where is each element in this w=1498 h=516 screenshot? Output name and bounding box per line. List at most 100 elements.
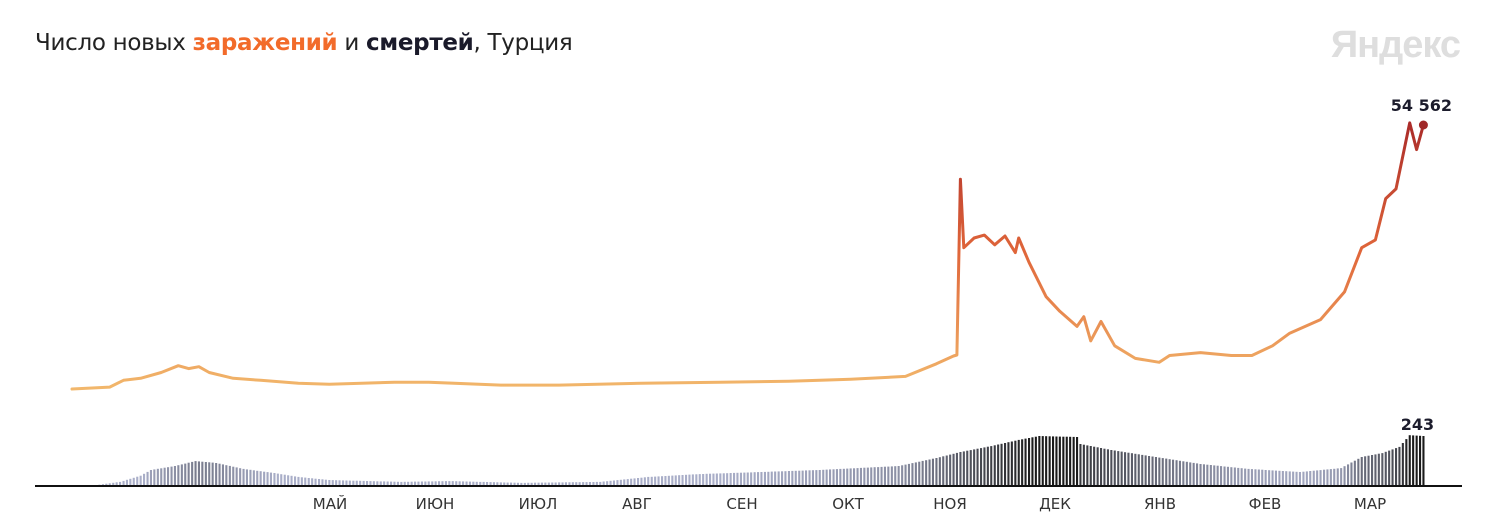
deaths-bar <box>938 457 941 486</box>
deaths-bar <box>688 474 691 486</box>
deaths-bar <box>1209 465 1212 486</box>
deaths-bar <box>167 467 170 486</box>
deaths-bar <box>1014 440 1017 486</box>
deaths-bar <box>266 472 269 486</box>
deaths-bar <box>1353 460 1356 486</box>
deaths-bar <box>969 450 972 486</box>
deaths-bar <box>283 474 286 486</box>
deaths-bar <box>376 481 379 486</box>
deaths-bar <box>407 481 410 486</box>
deaths-bar <box>1031 437 1034 486</box>
deaths-bar <box>235 467 238 486</box>
deaths-bar <box>290 475 293 486</box>
deaths-bar <box>331 480 334 486</box>
deaths-bar <box>715 473 718 486</box>
deaths-bar <box>489 482 492 486</box>
deaths-bar <box>664 476 667 486</box>
deaths-bar <box>619 479 622 486</box>
deaths-bar <box>245 469 248 486</box>
deaths-bar <box>791 470 794 486</box>
deaths-bar <box>1158 457 1161 486</box>
deaths-bar <box>287 475 290 486</box>
deaths-bar <box>1285 471 1288 486</box>
deaths-bar <box>667 475 670 486</box>
deaths-bar <box>228 465 231 486</box>
deaths-bar <box>887 466 890 486</box>
deaths-bar <box>225 465 228 486</box>
deaths-bar <box>1178 460 1181 486</box>
yandex-logo[interactable]: Яндекс <box>1330 24 1461 66</box>
deaths-bar <box>242 468 245 486</box>
deaths-bar <box>355 480 358 486</box>
deaths-bar <box>420 481 423 486</box>
deaths-bar <box>276 473 279 486</box>
deaths-bar <box>1206 464 1209 486</box>
deaths-bar <box>1004 443 1007 486</box>
deaths-bar <box>626 479 629 486</box>
deaths-bar <box>712 473 715 486</box>
deaths-bar <box>1041 436 1044 486</box>
deaths-bar <box>1415 435 1418 486</box>
deaths-bar <box>1257 469 1260 486</box>
deaths-bar <box>1336 468 1339 486</box>
deaths-bar <box>1000 443 1003 486</box>
deaths-bar <box>1302 471 1305 486</box>
deaths-bar <box>966 450 969 486</box>
deaths-bar <box>1223 466 1226 486</box>
deaths-bar <box>448 481 451 486</box>
x-tick-label: НОЯ <box>933 495 967 513</box>
deaths-bar <box>1168 459 1171 486</box>
deaths-bar <box>479 481 482 486</box>
deaths-bar <box>986 446 989 486</box>
deaths-bar <box>825 469 828 486</box>
deaths-bar <box>753 472 756 486</box>
deaths-bar <box>424 481 427 486</box>
x-tick-label: ФЕВ <box>1249 495 1282 513</box>
deaths-bar <box>1072 436 1075 486</box>
deaths-bar <box>592 482 595 486</box>
deaths-bar <box>496 482 499 486</box>
deaths-bar <box>108 483 111 486</box>
deaths-bar <box>1199 464 1202 486</box>
deaths-bar <box>661 476 664 486</box>
deaths-bar <box>873 467 876 486</box>
deaths-bar <box>1347 464 1350 486</box>
deaths-bar <box>1377 453 1380 486</box>
deaths-bar <box>129 478 132 486</box>
x-tick-label: ИЮЛ <box>519 495 558 513</box>
deaths-bar <box>609 480 612 486</box>
deaths-bar <box>757 472 760 486</box>
deaths-bar <box>1079 444 1082 486</box>
deaths-bar <box>468 481 471 486</box>
deaths-bar <box>400 481 403 486</box>
deaths-bar <box>1024 438 1027 486</box>
deaths-bar <box>1151 456 1154 486</box>
deaths-bar <box>863 467 866 486</box>
deaths-bar <box>798 470 801 486</box>
deaths-bar <box>695 474 698 486</box>
deaths-bar <box>180 464 183 486</box>
deaths-bar <box>1233 467 1236 486</box>
deaths-bar <box>599 481 602 486</box>
deaths-bar <box>674 475 677 486</box>
deaths-bar <box>671 475 674 486</box>
deaths-bar <box>1261 469 1264 486</box>
deaths-bar <box>321 479 324 486</box>
deaths-bar <box>1312 470 1315 486</box>
deaths-bar <box>177 465 180 486</box>
deaths-bar <box>630 478 633 486</box>
deaths-bar <box>894 466 897 486</box>
deaths-bar <box>359 480 362 486</box>
deaths-bar <box>805 470 808 486</box>
deaths-bar <box>1134 453 1137 486</box>
deaths-bar <box>1144 455 1147 486</box>
deaths-bar <box>1216 465 1219 486</box>
deaths-bar <box>976 448 979 486</box>
deaths-bar <box>475 481 478 486</box>
deaths-bar <box>403 481 406 486</box>
deaths-bar <box>719 473 722 486</box>
deaths-bar <box>1323 469 1326 486</box>
deaths-bar <box>750 472 753 486</box>
deaths-bar <box>1117 451 1120 486</box>
cases-line <box>70 121 1425 391</box>
